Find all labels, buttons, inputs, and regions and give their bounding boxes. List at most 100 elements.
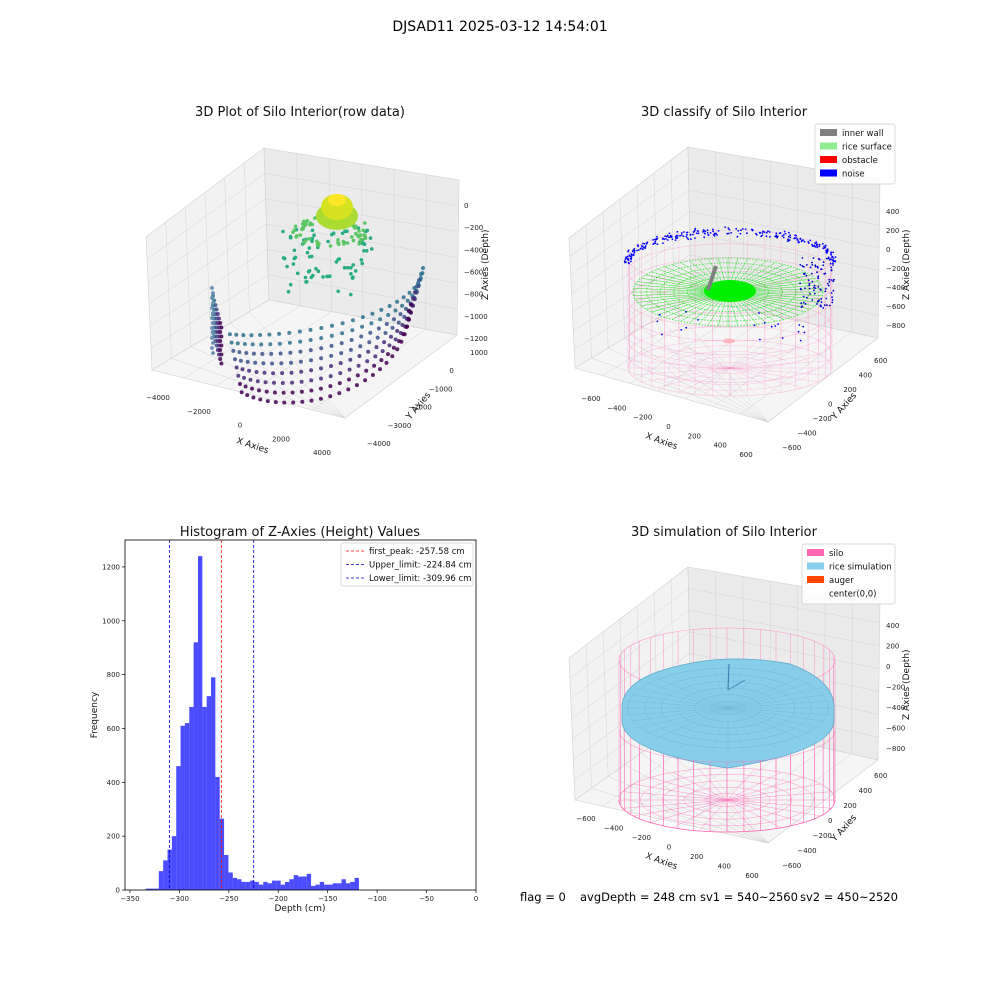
noise-point (675, 237, 678, 240)
noise-point (667, 236, 670, 239)
raw-point (356, 363, 361, 368)
noise-point (633, 250, 636, 252)
noise-point (826, 248, 829, 251)
raw-point (319, 326, 324, 330)
raw-point (219, 325, 224, 330)
raw-point (348, 347, 353, 352)
classify-x-tick-label: −600 (581, 395, 600, 403)
raw-y-tick-label: 1000 (470, 349, 488, 357)
histogram-y-tick-label: 400 (107, 779, 120, 787)
silo-floor-spoke (622, 791, 728, 801)
noise-point (778, 232, 781, 235)
raw-point (292, 248, 297, 253)
simulation-x-tick-label: 400 (718, 863, 731, 871)
classify-legend: inner wall rice surface obstacle noise (814, 123, 896, 185)
raw-x-tick-label: −4000 (146, 394, 170, 402)
panel-classify-title: 3D classify of Silo Interior (641, 105, 808, 120)
histogram-bar (345, 883, 351, 890)
grid-line (630, 309, 745, 384)
auger (727, 663, 730, 691)
rice-simulation-mesh (625, 707, 729, 716)
noise-point (744, 228, 747, 231)
simulation-z-tick-label: −400 (886, 704, 905, 712)
raw-point (238, 358, 243, 363)
histogram-y-tick-label: 200 (107, 833, 120, 841)
raw-point (292, 256, 297, 261)
histogram-bar (258, 884, 264, 890)
classify-legend-box (814, 123, 896, 185)
raw-point (255, 379, 260, 384)
silo-floor-spoke (698, 799, 728, 832)
noise-point (831, 299, 834, 301)
rice-simulation-mesh (711, 707, 729, 752)
raw-point (287, 330, 292, 335)
noise-point (808, 284, 811, 287)
noise-point (801, 265, 804, 267)
noise-point (694, 227, 697, 230)
raw-point (338, 371, 343, 376)
noise-point (817, 258, 820, 260)
raw-x-tick-label: 0 (238, 422, 242, 430)
raw-point (355, 233, 360, 238)
noise-point (827, 283, 829, 285)
rice-simulation-mesh (727, 687, 821, 709)
noise-point (730, 231, 732, 234)
noise-point (670, 235, 673, 238)
raw-point (392, 317, 396, 322)
noise-point (813, 289, 815, 292)
noise-point (759, 338, 761, 341)
raw-point (379, 307, 384, 312)
noise-point (753, 324, 756, 327)
raw-point (273, 400, 278, 405)
grid-line (674, 307, 769, 423)
silo-floor-spoke (672, 772, 728, 801)
noise-point (680, 232, 683, 234)
silo-floor-spoke (726, 799, 821, 817)
raw-point (218, 321, 223, 325)
raw-point (328, 244, 333, 248)
raw-point (343, 229, 347, 234)
raw-point (279, 361, 284, 366)
histogram-x-tick-label: −250 (219, 895, 238, 903)
raw-point (368, 330, 373, 335)
simulation-y-tick-label: −600 (782, 862, 801, 870)
raw-point (339, 351, 344, 356)
raw-point (370, 373, 375, 377)
raw-point (243, 384, 248, 389)
simulation-x-tick-label: −200 (632, 834, 651, 842)
raw-point (318, 386, 323, 391)
histogram-y-tick-label: 800 (107, 671, 120, 679)
raw-point (234, 365, 239, 370)
simulation-z-ticks: 400 200 0 −200 −400 −600 −800 (886, 622, 905, 753)
grid-line (657, 317, 769, 423)
silo-floor-ring (668, 350, 792, 386)
noise-point (820, 305, 823, 308)
simulation-z-tick-label: 200 (886, 643, 899, 651)
simulation-y-tick-label: 600 (874, 772, 887, 780)
silo-floor-ring (688, 356, 772, 380)
noise-point (831, 255, 834, 258)
grid-line (280, 323, 395, 403)
noise-point (824, 290, 827, 293)
raw-point (347, 367, 352, 372)
noise-point (712, 233, 715, 236)
raw-point (336, 240, 340, 245)
noise-point (822, 264, 825, 267)
classify-z-tick-label: −200 (886, 265, 905, 273)
grid-line (851, 175, 853, 333)
classify-y-tick-label: −200 (813, 415, 832, 423)
grid-line (571, 631, 880, 720)
noise-point (801, 305, 804, 308)
noise-point (665, 238, 667, 240)
raw-point (349, 266, 353, 270)
noise-point (827, 257, 830, 260)
noise-point (803, 273, 806, 275)
raw-point (309, 368, 314, 373)
rice-simulation-mesh (629, 707, 729, 722)
raw-point (368, 236, 373, 240)
classify-z-tick-label: −400 (886, 284, 905, 292)
rice-simulation-mesh (727, 707, 831, 716)
noise-point (716, 234, 719, 236)
raw-point (251, 395, 256, 400)
histogram-bar (250, 880, 255, 890)
